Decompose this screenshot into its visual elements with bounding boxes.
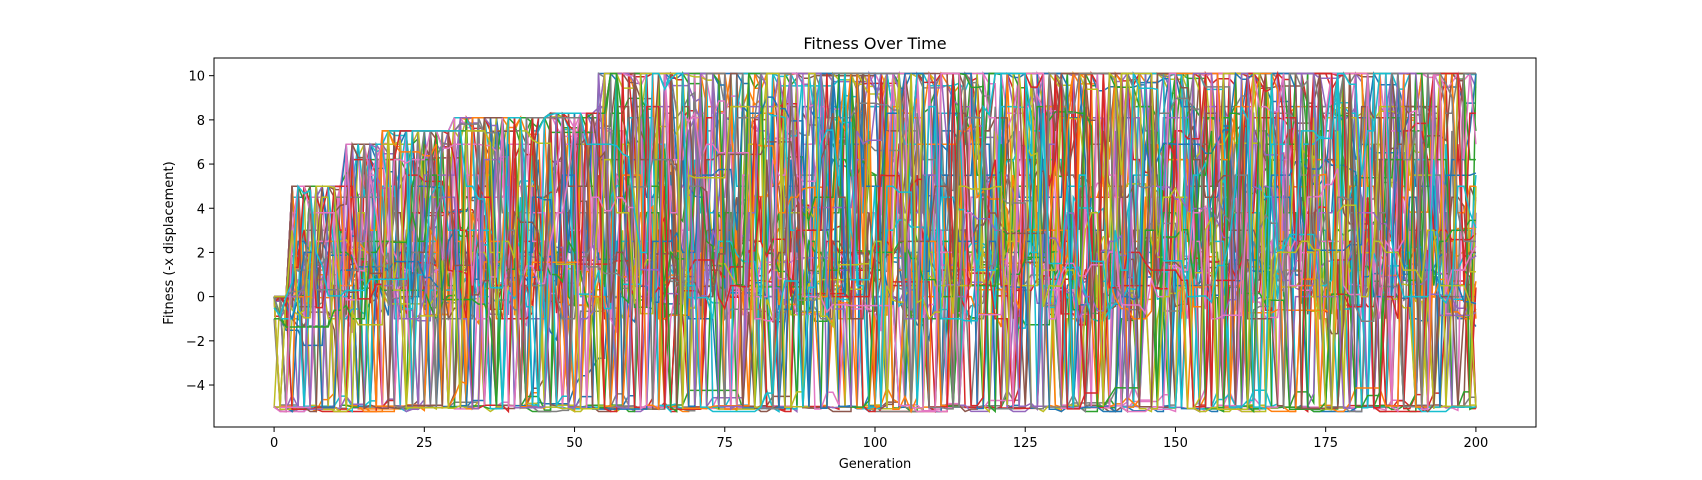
y-axis-ticks: −4 −2 0 2 4 6 8 10 [186, 70, 214, 394]
x-tick-label: 25 [416, 436, 433, 451]
x-tick-label: 100 [863, 436, 888, 451]
x-tick-label: 75 [716, 436, 733, 451]
y-tick-label: 10 [188, 70, 205, 85]
x-tick-label: 0 [270, 436, 278, 451]
series-line [273, 72, 1476, 410]
x-tick-label: 150 [1163, 436, 1188, 451]
series-line [274, 71, 1477, 411]
x-tick-label: 200 [1463, 436, 1488, 451]
y-tick-label: 2 [197, 246, 205, 261]
x-axis-label: Generation [839, 457, 912, 472]
x-tick-label: 125 [1013, 436, 1038, 451]
series-line [274, 71, 1477, 414]
y-tick-label: −2 [186, 335, 205, 350]
y-axis-label: Fitness (-x displacement) [162, 161, 177, 324]
y-tick-label: 4 [197, 202, 205, 217]
y-tick-label: −4 [186, 379, 205, 394]
series-line [273, 72, 1477, 413]
x-tick-label: 175 [1313, 436, 1338, 451]
series-line [274, 72, 1476, 414]
x-axis-ticks: 0 25 50 75 100 125 150 175 200 [270, 427, 1488, 451]
series-line [273, 72, 1477, 413]
x-tick-label: 50 [566, 436, 583, 451]
y-tick-label: 0 [197, 291, 205, 306]
series-lines [273, 70, 1477, 414]
chart-title: Fitness Over Time [803, 34, 946, 53]
series-line [273, 71, 1477, 413]
y-tick-label: 6 [197, 158, 205, 173]
series-line [274, 72, 1477, 412]
y-tick-label: 8 [197, 114, 205, 129]
